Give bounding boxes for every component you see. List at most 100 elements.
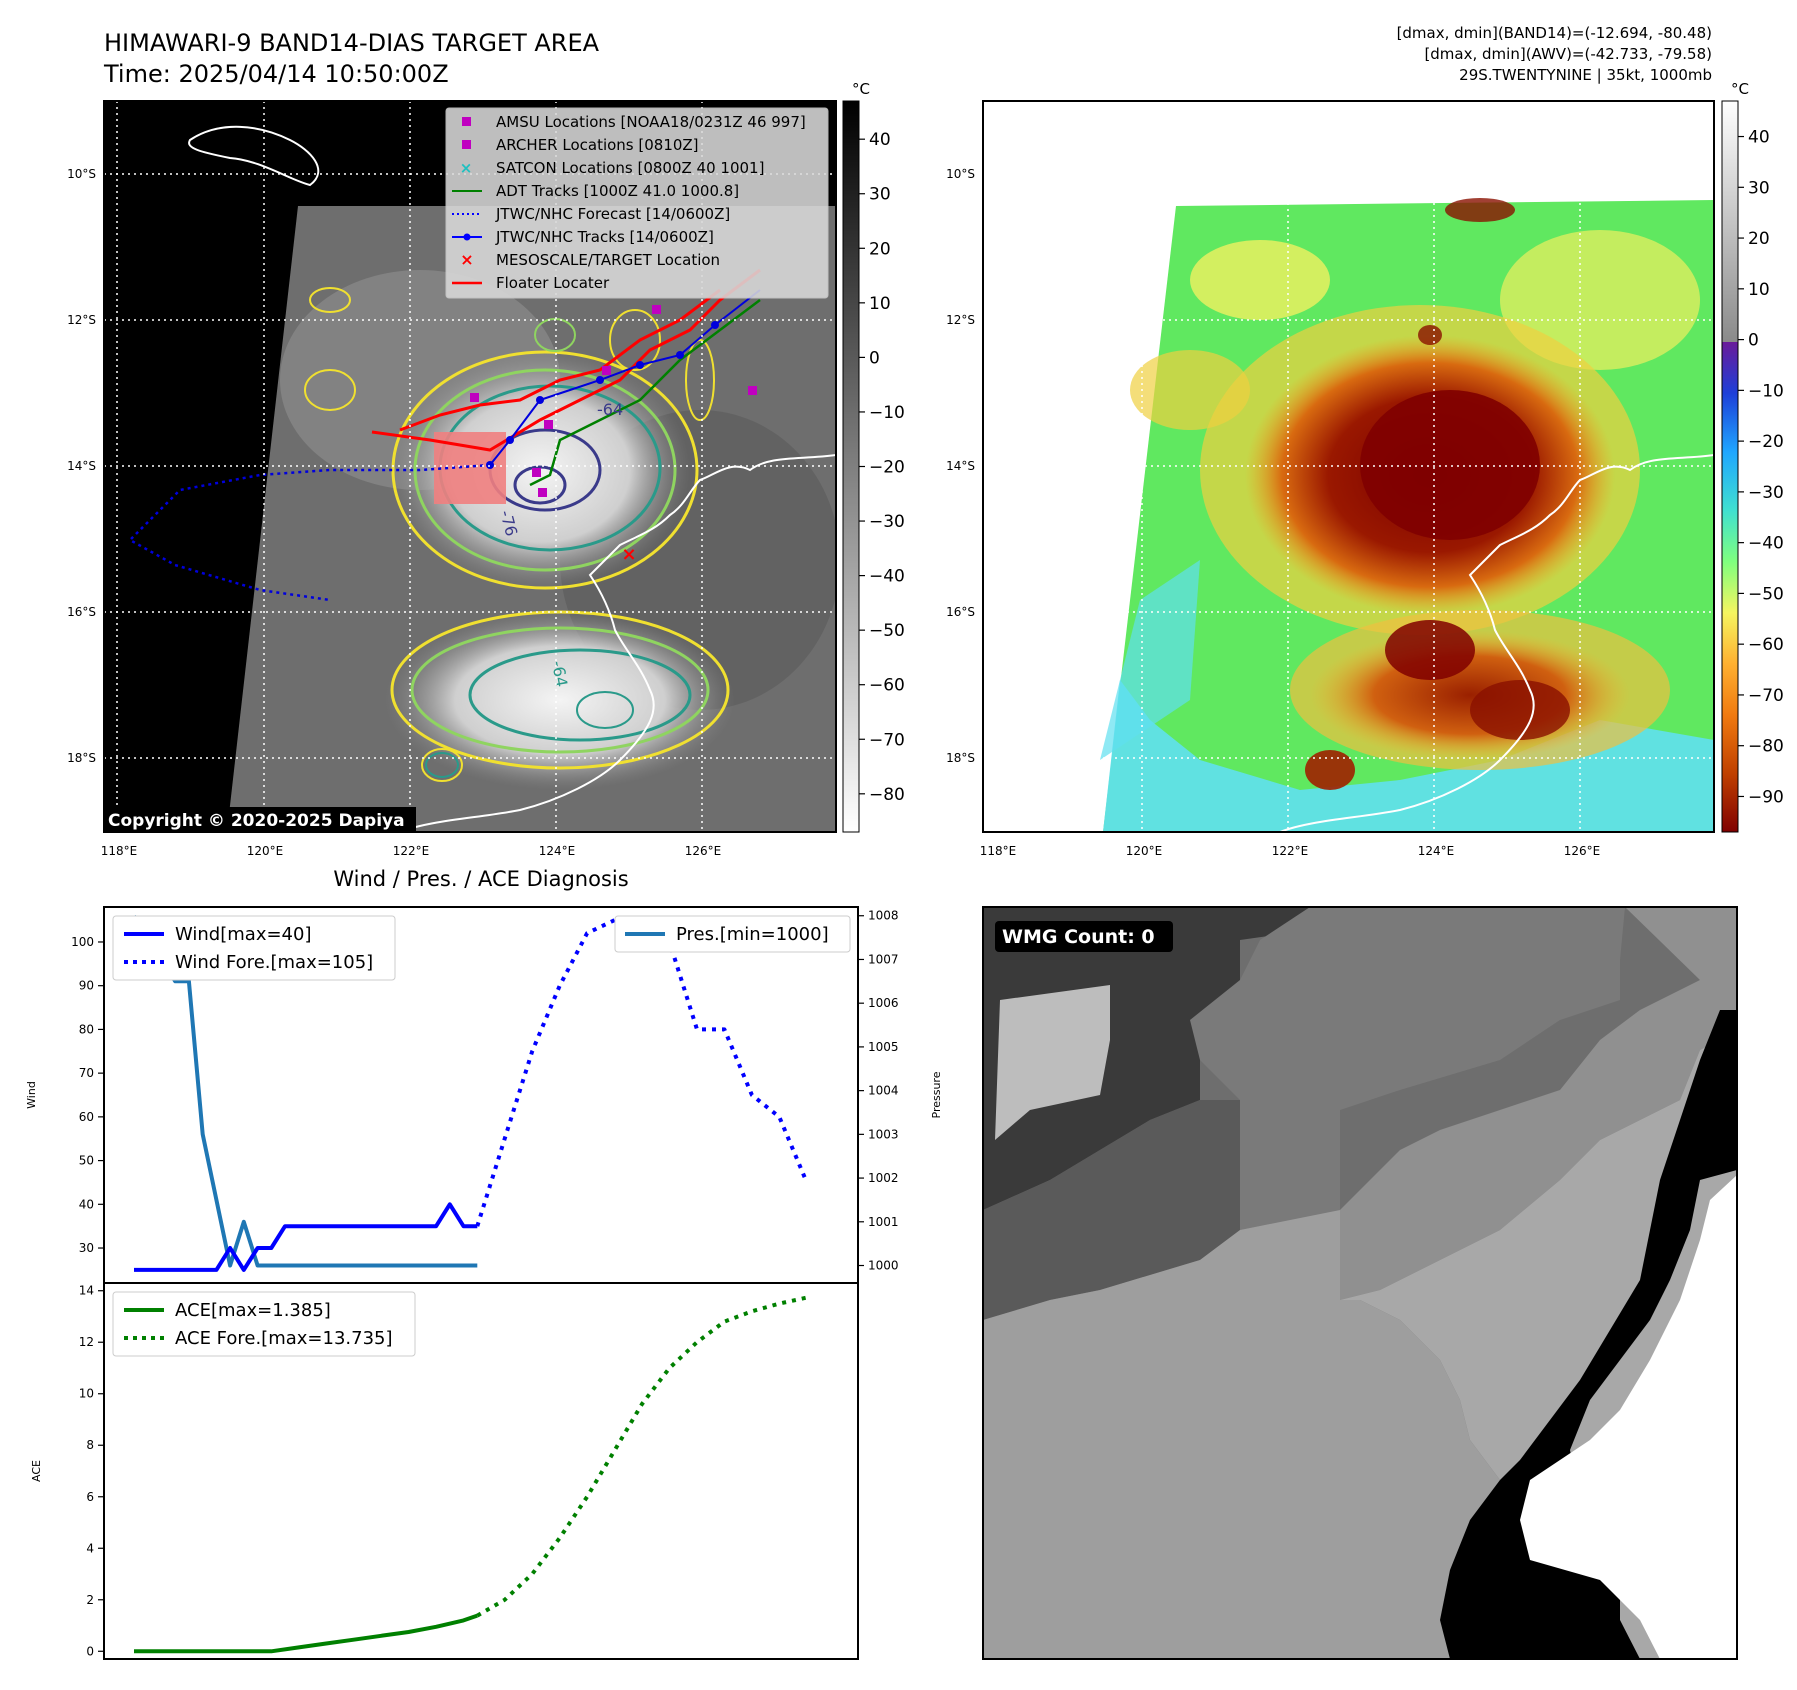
ace-axis-tick-label: 12 — [79, 1335, 94, 1349]
ace-axis-tick-label: 4 — [86, 1541, 94, 1555]
gray-colorbar-tick-label: −70 — [869, 730, 905, 750]
gray-colorbar-tick-label: 20 — [869, 239, 891, 259]
wmg-count-box — [995, 921, 1173, 952]
ir-map-legend: AMSU Locations [NOAA18/0231Z 46 997] ARC… — [445, 107, 829, 299]
color-map-frame — [982, 100, 1715, 833]
wmg-black-band — [1440, 1010, 1737, 1659]
legend-ace-fore: ACE Fore.[max=13.735] — [175, 1328, 393, 1349]
gray-colorbar-tick-label: −60 — [869, 676, 905, 696]
color-colorbar-tick-label: 40 — [1748, 128, 1770, 148]
jtwc-forecast-track — [127, 463, 491, 602]
gray-colorbar: °C 40 30 20 10 0 −10 −20 −30 −40 −50 −60 −70 −80 — [842, 80, 905, 833]
wmg-bright-patch — [995, 985, 1110, 1140]
gray-colorbar-tick-label: −20 — [869, 458, 905, 478]
ir-map-panel: × -64 -76 -64 AMSU Locat — [67, 100, 837, 858]
pressure-axis-tick-label: 1000 — [868, 1259, 899, 1273]
color-map-gridlines — [983, 101, 1714, 832]
color-map-panel: 10°S 12°S 14°S 16°S 18°S 118°E 120°E 122… — [946, 100, 1715, 858]
coastline-australia — [399, 454, 836, 832]
storm-info: 29S.TWENTYNINE | 35kt, 1000mb — [1459, 66, 1712, 84]
ir-map-lat-labels: 10°S 12°S 14°S 16°S 18°S — [67, 167, 96, 765]
legend-adt: ADT Tracks [1000Z 41.0 1000.8] — [496, 182, 739, 200]
ir-map-frame — [103, 100, 837, 833]
pressure-line — [132, 915, 478, 1268]
color-colorbar-tick-label: −20 — [1748, 432, 1784, 452]
gray-colorbar-tick-label: 40 — [869, 130, 891, 150]
pressure-axis-tick-label: 1008 — [868, 909, 899, 923]
coastline-island — [188, 125, 320, 187]
gray-colorbar-tick-label: −80 — [869, 785, 905, 805]
color-colorbar: °C 40 30 20 10 0 −10 −20 −30 −40 −50 −60 −70 −80 −90 — [1721, 80, 1784, 833]
wmg-white-region — [1520, 1175, 1737, 1659]
stats-band14: [dmax, dmin](BAND14)=(-12.694, -80.48) — [1397, 24, 1712, 42]
coastline-australia-color — [1279, 454, 1714, 832]
contour-teal-south — [468, 648, 692, 742]
pressure-axis-tick-label: 1002 — [868, 1171, 899, 1185]
wind-axis-label: Wind — [25, 1081, 38, 1109]
gray-colorbar-tick-label: 30 — [869, 185, 891, 205]
color-colorbar-unit: °C — [1731, 80, 1749, 98]
color-colorbar-tick-label: −60 — [1748, 635, 1784, 655]
legend-jtwc-forecast: JTWC/NHC Forecast [14/0600Z] — [495, 205, 730, 223]
contour-green-south — [410, 626, 710, 754]
archer-marker — [544, 420, 553, 429]
color-colorbar-tick-label: −40 — [1748, 534, 1784, 554]
contour-yellow-north — [391, 350, 699, 590]
lat-label: 10°S — [67, 167, 96, 181]
lat-label: 14°S — [67, 459, 96, 473]
wind-axis-tick-label: 60 — [79, 1110, 94, 1124]
ace-legend: ACE[max=1.385] ACE Fore.[max=13.735] — [112, 1291, 416, 1357]
figure-title: HIMAWARI-9 BAND14-DIAS TARGET AREA — [104, 29, 600, 57]
contour-green-north — [413, 368, 677, 572]
color-colorbar-tick-label: 20 — [1748, 229, 1770, 249]
lon-label: 118°E — [101, 844, 138, 858]
wind-axis-tick-label: 100 — [71, 935, 94, 949]
gray-colorbar-tick-label: −40 — [869, 567, 905, 587]
lon-label: 118°E — [980, 844, 1017, 858]
legend-target: MESOSCALE/TARGET Location — [496, 251, 720, 269]
lat-label: 14°S — [946, 459, 975, 473]
pressure-axis-tick-label: 1004 — [868, 1084, 899, 1098]
pressure-axis-tick-label: 1007 — [868, 952, 899, 966]
color-colorbar-tick-label: −10 — [1748, 381, 1784, 401]
stats-awv: [dmax, dmin](AWV)=(-42.733, -79.58) — [1424, 45, 1712, 63]
pressure-axis-tick-label: 1006 — [868, 996, 899, 1010]
copyright-text: Copyright © 2020-2025 Dapiya — [108, 811, 405, 831]
lon-label: 124°E — [539, 844, 576, 858]
legend-satcon: SATCON Locations [0800Z 40 1001] — [496, 159, 764, 177]
legend-target-icon: × — [460, 250, 473, 269]
pressure-axis-tick-label: 1003 — [868, 1127, 899, 1141]
ace-axis-tick-label: 10 — [79, 1387, 94, 1401]
lat-label: 18°S — [67, 751, 96, 765]
color-colorbar-tick-label: −90 — [1748, 787, 1784, 807]
lon-label: 124°E — [1418, 844, 1455, 858]
ace-forecast-line — [476, 1295, 808, 1618]
pressure-legend: Pres.[min=1000] — [614, 915, 851, 953]
ace-axis-tick-label: 6 — [86, 1490, 94, 1504]
pressure-axis-tick-label: 1005 — [868, 1040, 899, 1054]
ace-plot: ACE 0 2 4 6 8 10 12 14 ACE[max=1.385] ACE Fore.… — [30, 1282, 859, 1660]
ace-axis-tick-label: 0 — [86, 1644, 94, 1658]
color-map-lat-labels: 10°S 12°S 14°S 16°S 18°S — [946, 167, 975, 765]
lat-label: 10°S — [946, 167, 975, 181]
contour-label: -64 — [548, 659, 571, 688]
amsu-marker — [470, 393, 479, 402]
lat-label: 16°S — [946, 605, 975, 619]
copyright-box — [104, 807, 416, 833]
color-colorbar-tick-label: −80 — [1748, 737, 1784, 757]
ace-axis-tick-label: 8 — [86, 1438, 94, 1452]
wmg-panel: WMG Count: 0 — [982, 906, 1738, 1660]
wind-axis-tick-label: 30 — [79, 1241, 94, 1255]
wind-legend: Wind[max=40] Wind Fore.[max=105] — [112, 915, 396, 981]
wind-axis-tick-label: 70 — [79, 1066, 94, 1080]
legend-archer: ARCHER Locations [0810Z] — [496, 136, 699, 154]
ace-axis-tick-label: 14 — [79, 1284, 94, 1298]
contour-label: -64 — [597, 400, 623, 419]
legend-satcon-icon: × — [460, 159, 473, 177]
lat-label: 12°S — [67, 313, 96, 327]
wind-axis-tick-label: 90 — [79, 979, 94, 993]
figure-time: Time: 2025/04/14 10:50:00Z — [103, 60, 449, 88]
gray-colorbar-tick-label: −50 — [869, 621, 905, 641]
color-colorbar-tick-label: 30 — [1748, 178, 1770, 198]
